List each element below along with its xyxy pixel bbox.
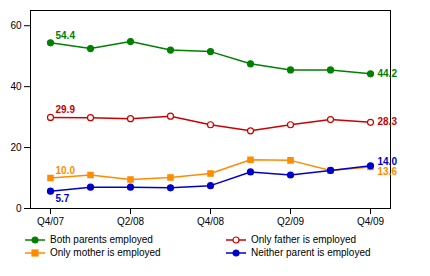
- svg-text:Q4/08: Q4/08: [197, 216, 225, 227]
- svg-text:Q2/09: Q2/09: [277, 216, 305, 227]
- svg-text:Q2/08: Q2/08: [117, 216, 145, 227]
- svg-text:29.9: 29.9: [56, 104, 76, 115]
- svg-text:28.3: 28.3: [378, 116, 398, 127]
- svg-text:13.6: 13.6: [378, 166, 398, 177]
- svg-text:Q4/07: Q4/07: [37, 216, 65, 227]
- svg-text:5.7: 5.7: [56, 193, 70, 204]
- svg-text:60: 60: [10, 20, 22, 31]
- html-text:Neither parent is employed: Neither parent is employed: [251, 247, 371, 258]
- svg-text:20: 20: [10, 142, 22, 153]
- html-text:Both parents employed: Both parents employed: [50, 234, 153, 245]
- svg-text:Q4/09: Q4/09: [357, 216, 385, 227]
- svg-text:14.0: 14.0: [377, 155, 397, 167]
- svg-text:0: 0: [16, 203, 22, 214]
- html-text:Only mother is employed: Only mother is employed: [50, 247, 161, 258]
- svg-text:40: 40: [10, 81, 22, 92]
- svg-text:10.0: 10.0: [56, 165, 76, 176]
- html-text:Only father is employed: Only father is employed: [251, 234, 357, 245]
- svg-text:44.2: 44.2: [378, 68, 398, 79]
- svg-text:54.4: 54.4: [56, 30, 76, 41]
